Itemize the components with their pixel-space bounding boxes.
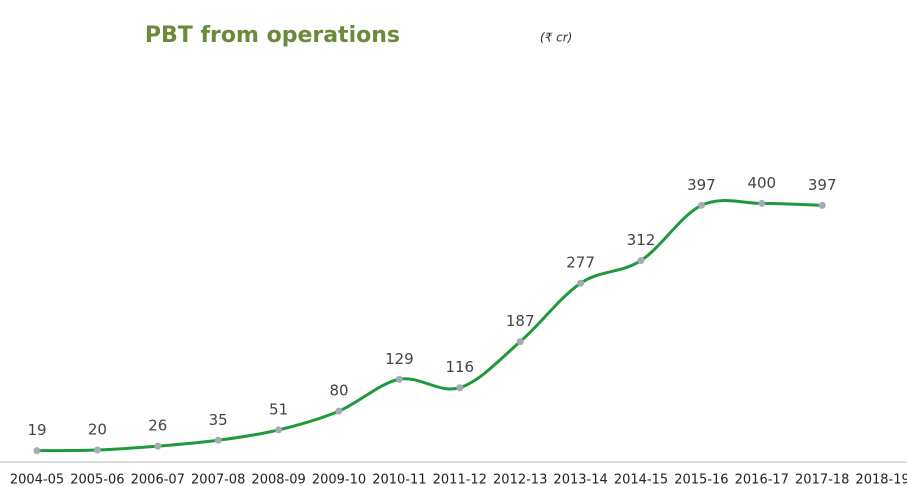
data-label: 312	[627, 231, 656, 249]
data-label: 397	[687, 176, 716, 194]
chart-title: PBT from operations	[145, 23, 400, 48]
x-tick-label: 2014-15	[614, 473, 668, 486]
data-label: 51	[269, 400, 288, 418]
marker	[93, 446, 101, 454]
x-tick-label: 2007-08	[191, 473, 245, 486]
x-tick-label: 2004-05	[10, 473, 64, 486]
marker	[395, 375, 403, 383]
chart-subtitle: (₹ cr)	[540, 31, 572, 45]
marker	[818, 201, 826, 209]
marker	[456, 384, 464, 392]
data-label: 397	[808, 176, 837, 194]
x-tick-label: 2005-06	[70, 473, 124, 486]
marker	[577, 279, 585, 287]
marker	[33, 447, 41, 455]
line	[36, 199, 823, 453]
data-label: 26	[148, 417, 167, 435]
marker	[637, 257, 645, 265]
x-tick-label: 2016-17	[735, 473, 789, 486]
marker	[275, 426, 283, 434]
x-tick-label: 2010-11	[372, 473, 426, 486]
data-label: 35	[209, 411, 228, 429]
x-tick-label: 2012-13	[493, 473, 547, 486]
marker	[335, 407, 343, 415]
x-tick-label: 2009-10	[312, 473, 366, 486]
marker	[154, 442, 162, 450]
marker	[516, 338, 524, 346]
x-tick-label: 2015-16	[674, 473, 728, 486]
x-tick-label: 2008-09	[251, 473, 305, 486]
data-label: 129	[385, 350, 414, 368]
x-tick-label: 2006-07	[131, 473, 185, 486]
marker	[214, 436, 222, 444]
data-label: 277	[566, 254, 595, 272]
data-label: 19	[27, 421, 46, 439]
marker	[758, 199, 766, 207]
data-label: 116	[445, 358, 474, 376]
data-label: 80	[329, 382, 348, 400]
x-tick-label: 2013-14	[553, 473, 607, 486]
data-label: 20	[88, 421, 107, 439]
data-label: 187	[506, 312, 535, 330]
x-tick-label: 2017-18	[795, 473, 849, 486]
x-tick-label: 2011-12	[433, 473, 487, 486]
data-label: 400	[747, 174, 776, 192]
marker	[697, 201, 705, 209]
x-tick-label: 2018-19	[855, 473, 907, 486]
